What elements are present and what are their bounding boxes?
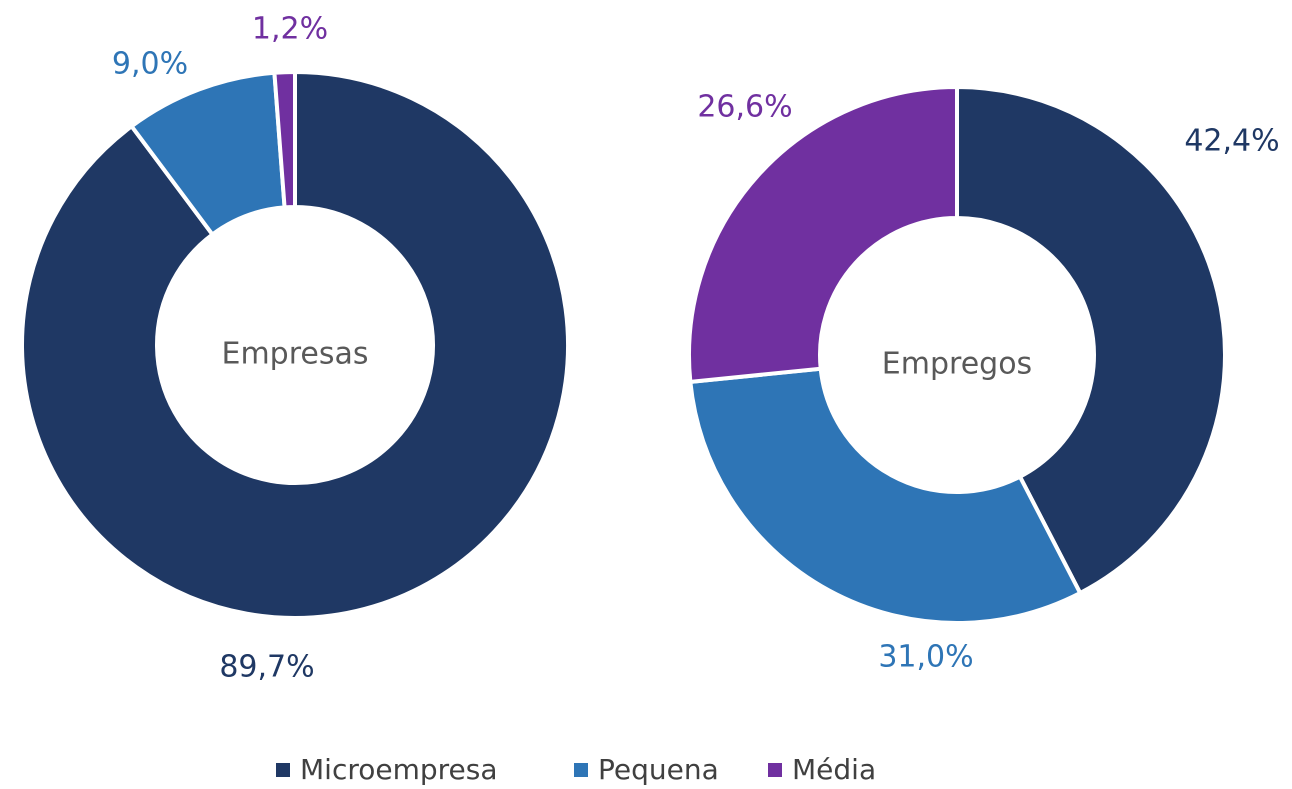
donut-segment bbox=[687, 84, 959, 385]
donut-segment bbox=[688, 366, 1083, 625]
donut-segment bbox=[20, 69, 570, 620]
center-label: Empregos bbox=[882, 347, 1032, 382]
legend-label: Pequena bbox=[598, 753, 719, 786]
donut-segment bbox=[272, 69, 297, 210]
data-label: 42,4% bbox=[1184, 124, 1279, 159]
legend-label: Média bbox=[792, 753, 876, 786]
legend-swatch bbox=[768, 763, 782, 777]
data-label: 89,7% bbox=[219, 650, 314, 685]
data-label: 9,0% bbox=[112, 47, 188, 82]
center-label: Empresas bbox=[222, 337, 369, 372]
data-label: 31,0% bbox=[878, 640, 973, 675]
legend-swatch bbox=[574, 763, 588, 777]
legend-label: Microempresa bbox=[300, 753, 498, 786]
donut-segment bbox=[955, 84, 1227, 596]
data-label: 1,2% bbox=[252, 12, 328, 47]
data-label: 26,6% bbox=[697, 90, 792, 125]
legend-swatch bbox=[276, 763, 290, 777]
